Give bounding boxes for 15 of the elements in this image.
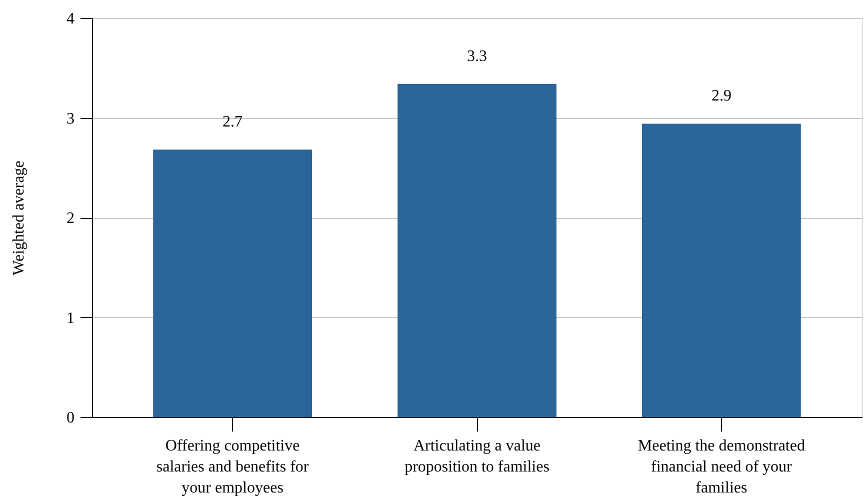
bar <box>153 150 312 417</box>
x-tick-label: Offering competitive salaries and benefits for your employees <box>156 438 310 496</box>
bar <box>398 84 556 417</box>
y-tick-label: 0 <box>66 410 74 426</box>
data-label: 2.9 <box>711 88 732 105</box>
data-label: 2.7 <box>222 114 243 131</box>
data-label: 3.3 <box>467 48 487 65</box>
y-tick-label: 4 <box>66 10 74 28</box>
x-tick-label: Articulating a value proposition to families <box>404 438 550 476</box>
bar <box>642 124 801 417</box>
y-tick-label: 2 <box>66 210 74 227</box>
y-axis-title: Weighted average <box>10 160 28 276</box>
y-tick-label: 1 <box>66 310 74 327</box>
y-tick-label: 3 <box>66 110 74 128</box>
x-tick-label: Meeting the demonstrated financial need of your families <box>638 438 805 496</box>
